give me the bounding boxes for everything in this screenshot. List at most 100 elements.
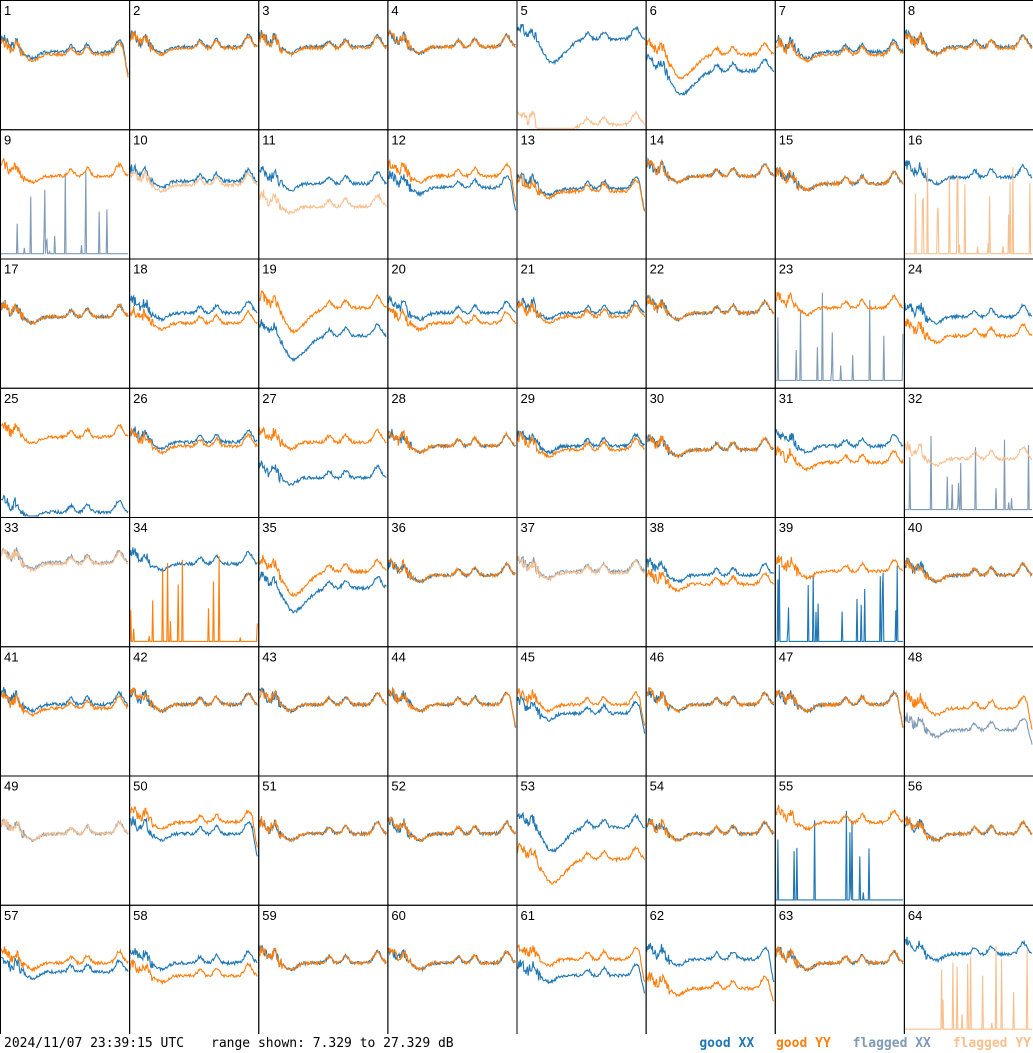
panel-15-yy-line bbox=[775, 166, 904, 193]
panel-30: 30 bbox=[645, 387, 776, 518]
panel-2: 2 bbox=[129, 0, 260, 131]
panel-37-yy-line bbox=[516, 555, 645, 583]
panel-46: 46 bbox=[645, 646, 776, 777]
panel-43-xx-line bbox=[258, 687, 387, 715]
panel-19-yy-line bbox=[258, 290, 387, 335]
panel-9-label: 9 bbox=[4, 132, 11, 147]
panel-22-frame bbox=[645, 258, 776, 389]
panel-10: 10 bbox=[129, 129, 260, 260]
panel-16-xx-line bbox=[904, 160, 1033, 186]
panel-48-yy-line bbox=[904, 689, 1033, 730]
panel-6: 6 bbox=[645, 0, 776, 131]
panel-40-yy-line bbox=[904, 557, 1033, 585]
panel-42-frame bbox=[129, 646, 260, 777]
panel-62-xx-line bbox=[646, 942, 775, 983]
panel-46-frame bbox=[645, 646, 776, 777]
panel-35-label: 35 bbox=[262, 520, 276, 535]
panel-53-frame bbox=[516, 775, 647, 906]
panel-54: 54 bbox=[645, 775, 776, 906]
panel-31-label: 31 bbox=[779, 391, 793, 406]
panel-11-frame bbox=[258, 129, 389, 260]
panel-30-label: 30 bbox=[650, 391, 664, 406]
panel-3: 3 bbox=[258, 0, 389, 131]
panel-18-frame bbox=[129, 258, 260, 389]
panel-53-xx-line bbox=[517, 812, 645, 853]
panel-15-frame bbox=[774, 129, 905, 260]
panel-41-xx-line bbox=[0, 686, 129, 715]
panel-50: 50 bbox=[129, 775, 260, 906]
panel-9-xx-line bbox=[1, 170, 129, 255]
panel-58-label: 58 bbox=[133, 908, 147, 923]
panel-12: 12 bbox=[387, 129, 518, 260]
panel-63-xx-line bbox=[775, 946, 904, 972]
panel-17-yy-line bbox=[0, 300, 129, 326]
panel-18-xx-line bbox=[130, 294, 258, 323]
panel-29-xx-line bbox=[516, 430, 646, 456]
panel-35: 35 bbox=[258, 517, 389, 648]
panel-56: 56 bbox=[903, 775, 1033, 906]
panel-63-yy-line bbox=[775, 946, 904, 972]
panel-34-label: 34 bbox=[133, 520, 147, 535]
panel-60-yy-line bbox=[387, 947, 517, 972]
panel-20: 20 bbox=[387, 258, 518, 389]
panel-13-label: 13 bbox=[521, 132, 535, 147]
panel-44-yy-line bbox=[387, 686, 517, 727]
panel-26-label: 26 bbox=[133, 391, 147, 406]
panel-19-frame bbox=[258, 258, 389, 389]
panel-18-yy-line bbox=[129, 306, 258, 331]
panel-61-frame bbox=[516, 904, 647, 1034]
panel-9-yy-line bbox=[0, 157, 129, 185]
panel-21-label: 21 bbox=[521, 262, 535, 277]
panel-19-xx-line bbox=[258, 319, 387, 363]
panel-2-frame bbox=[129, 0, 260, 131]
panel-25-yy-line bbox=[0, 421, 129, 445]
panel-24-label: 24 bbox=[908, 262, 922, 277]
panel-46-label: 46 bbox=[650, 649, 664, 664]
panel-12-frame bbox=[387, 129, 518, 260]
panel-38-label: 38 bbox=[650, 520, 664, 535]
panel-23: 23 bbox=[774, 258, 905, 389]
panel-36: 36 bbox=[387, 517, 518, 648]
panel-62-yy-line bbox=[646, 972, 775, 1002]
panel-32-xx-line bbox=[904, 435, 1032, 511]
panel-1-frame bbox=[0, 0, 131, 131]
panel-2-label: 2 bbox=[133, 3, 140, 18]
footer: 2024/11/07 23:39:15 UTC range shown: 7.3… bbox=[0, 1034, 1033, 1053]
panel-40-label: 40 bbox=[908, 520, 922, 535]
panel-22-label: 22 bbox=[650, 262, 664, 277]
panel-10-label: 10 bbox=[133, 132, 147, 147]
panel-33-frame bbox=[0, 517, 131, 648]
panel-8-label: 8 bbox=[908, 3, 915, 18]
panel-44-xx-line bbox=[387, 688, 517, 728]
panel-7-yy-line bbox=[775, 37, 904, 63]
panel-48: 48 bbox=[903, 646, 1033, 777]
panel-24: 24 bbox=[903, 258, 1033, 389]
panel-19-label: 19 bbox=[262, 262, 276, 277]
panel-4-yy-line bbox=[387, 29, 516, 55]
panel-63: 63 bbox=[774, 904, 905, 1034]
panel-33-yy-line bbox=[0, 548, 129, 574]
panel-7-frame bbox=[774, 0, 905, 131]
panel-35-yy-line bbox=[258, 554, 387, 598]
panel-48-frame bbox=[903, 646, 1033, 777]
panel-29: 29 bbox=[516, 387, 647, 518]
panel-15: 15 bbox=[774, 129, 905, 260]
panel-3-yy-line bbox=[258, 30, 387, 58]
panel-36-yy-line bbox=[387, 557, 516, 584]
panel-64-yy-line bbox=[904, 945, 1032, 1030]
panel-5-frame bbox=[516, 0, 647, 131]
panel-47-yy-line bbox=[775, 689, 904, 728]
panel-64-label: 64 bbox=[908, 908, 922, 923]
panel-2-yy-line bbox=[129, 30, 258, 57]
panel-20-yy-line bbox=[387, 307, 517, 333]
panel-32-yy-line bbox=[904, 441, 1033, 467]
panel-47-frame bbox=[774, 646, 905, 777]
panel-38-yy-line bbox=[646, 568, 774, 593]
panel-64-frame bbox=[903, 904, 1033, 1034]
panel-6-yy-line bbox=[646, 38, 775, 80]
panel-7-xx-line bbox=[775, 34, 904, 61]
panel-30-frame bbox=[645, 387, 776, 518]
panel-4-frame bbox=[387, 0, 518, 131]
panel-5-xx-line bbox=[516, 23, 646, 66]
panel-62: 62 bbox=[645, 904, 776, 1034]
